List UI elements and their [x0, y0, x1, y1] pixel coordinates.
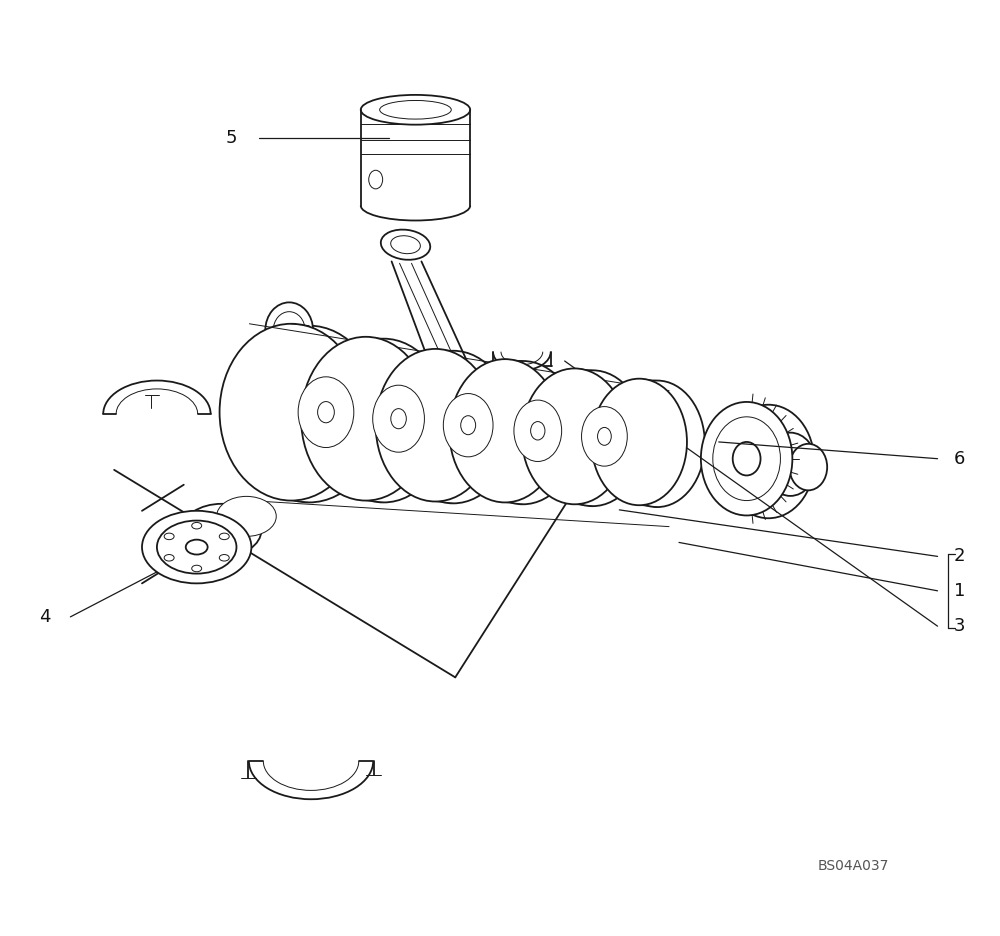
Ellipse shape [265, 302, 313, 358]
Ellipse shape [394, 351, 513, 504]
Ellipse shape [522, 369, 627, 505]
Ellipse shape [373, 386, 424, 452]
Ellipse shape [219, 534, 229, 540]
Ellipse shape [220, 324, 363, 501]
Ellipse shape [540, 371, 645, 506]
Text: 1: 1 [954, 582, 965, 600]
Ellipse shape [301, 337, 430, 501]
Ellipse shape [438, 403, 498, 443]
Ellipse shape [192, 565, 202, 572]
Ellipse shape [380, 100, 451, 119]
Ellipse shape [514, 400, 562, 461]
Ellipse shape [157, 520, 236, 574]
Ellipse shape [186, 540, 208, 554]
Text: 6: 6 [954, 449, 965, 468]
Ellipse shape [298, 377, 354, 447]
Ellipse shape [789, 444, 827, 490]
Ellipse shape [361, 95, 470, 124]
Ellipse shape [376, 349, 495, 502]
Ellipse shape [584, 428, 595, 444]
Ellipse shape [164, 554, 174, 561]
Ellipse shape [319, 339, 448, 503]
Text: 2: 2 [954, 548, 965, 565]
Ellipse shape [449, 359, 561, 503]
Ellipse shape [701, 402, 792, 516]
Ellipse shape [467, 361, 579, 505]
Ellipse shape [765, 432, 816, 496]
Text: BS04A037: BS04A037 [817, 859, 889, 873]
Ellipse shape [217, 496, 276, 536]
Ellipse shape [582, 406, 627, 466]
Ellipse shape [219, 554, 229, 561]
Ellipse shape [733, 442, 761, 475]
Ellipse shape [598, 428, 611, 446]
Ellipse shape [391, 409, 406, 429]
Ellipse shape [318, 402, 334, 423]
Ellipse shape [609, 381, 705, 507]
Ellipse shape [142, 511, 251, 583]
Ellipse shape [461, 416, 476, 434]
Polygon shape [361, 110, 470, 206]
Text: 4: 4 [39, 607, 50, 626]
Text: 5: 5 [226, 128, 237, 147]
Ellipse shape [713, 417, 780, 501]
Ellipse shape [723, 404, 814, 519]
Ellipse shape [237, 326, 381, 503]
Ellipse shape [164, 534, 174, 540]
Ellipse shape [591, 379, 687, 505]
Ellipse shape [182, 504, 261, 557]
Ellipse shape [531, 421, 545, 440]
Ellipse shape [192, 522, 202, 529]
Ellipse shape [443, 393, 493, 457]
Ellipse shape [381, 229, 430, 260]
Text: 3: 3 [954, 617, 965, 636]
